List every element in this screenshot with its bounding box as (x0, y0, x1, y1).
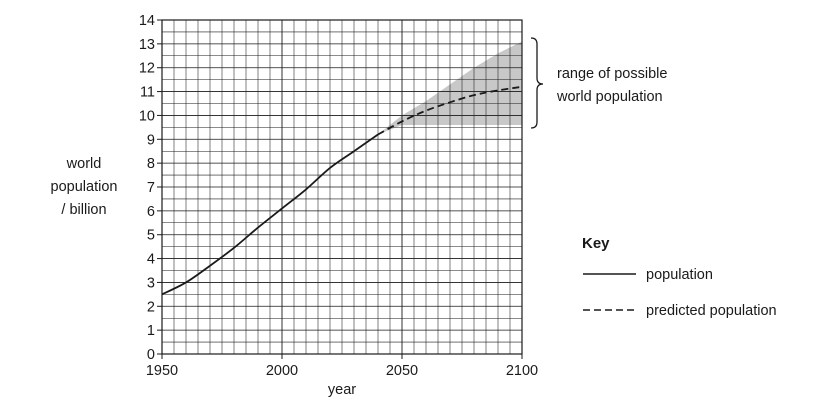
y-tick-label: 0 (147, 347, 155, 363)
x-tick-marks (161, 354, 523, 359)
annotation-line-2: world population (556, 89, 663, 105)
y-tick-label: 14 (139, 13, 155, 29)
major-grid (162, 20, 522, 354)
legend-title: Key (582, 235, 610, 252)
y-axis-label-line-1: world (66, 156, 102, 172)
y-tick-label: 8 (147, 156, 155, 172)
y-tick-label: 5 (147, 228, 155, 244)
y-tick-label: 13 (139, 37, 155, 53)
y-tick-label: 9 (147, 132, 155, 148)
y-tick-label: 4 (147, 252, 155, 268)
x-tick-labels: 1950 2000 2050 2100 (146, 363, 538, 379)
y-tick-label: 7 (147, 180, 155, 196)
y-tick-label: 6 (147, 204, 155, 220)
range-brace (530, 37, 544, 129)
legend-item-population: population (646, 267, 713, 283)
x-axis-label: year (328, 382, 356, 398)
y-tick-label: 12 (139, 61, 155, 77)
x-tick-label: 2000 (266, 363, 298, 379)
predicted-population-line (377, 85, 523, 136)
x-tick-label: 1950 (146, 363, 178, 379)
y-tick-label: 11 (140, 85, 155, 101)
legend-item-predicted: predicted population (646, 303, 777, 319)
y-tick-label: 2 (147, 299, 155, 315)
y-tick-marks (157, 19, 162, 355)
x-tick-label: 2100 (506, 363, 538, 379)
y-tick-label: 1 (147, 323, 155, 339)
y-tick-label: 10 (139, 108, 155, 124)
y-tick-label: 3 (147, 275, 155, 291)
annotation-line-1: range of possible (557, 66, 667, 82)
x-tick-label: 2050 (386, 363, 418, 379)
y-axis-label-line-2: population (51, 179, 118, 195)
population-line (161, 133, 379, 296)
y-axis-label-line-3: / billion (61, 202, 106, 218)
